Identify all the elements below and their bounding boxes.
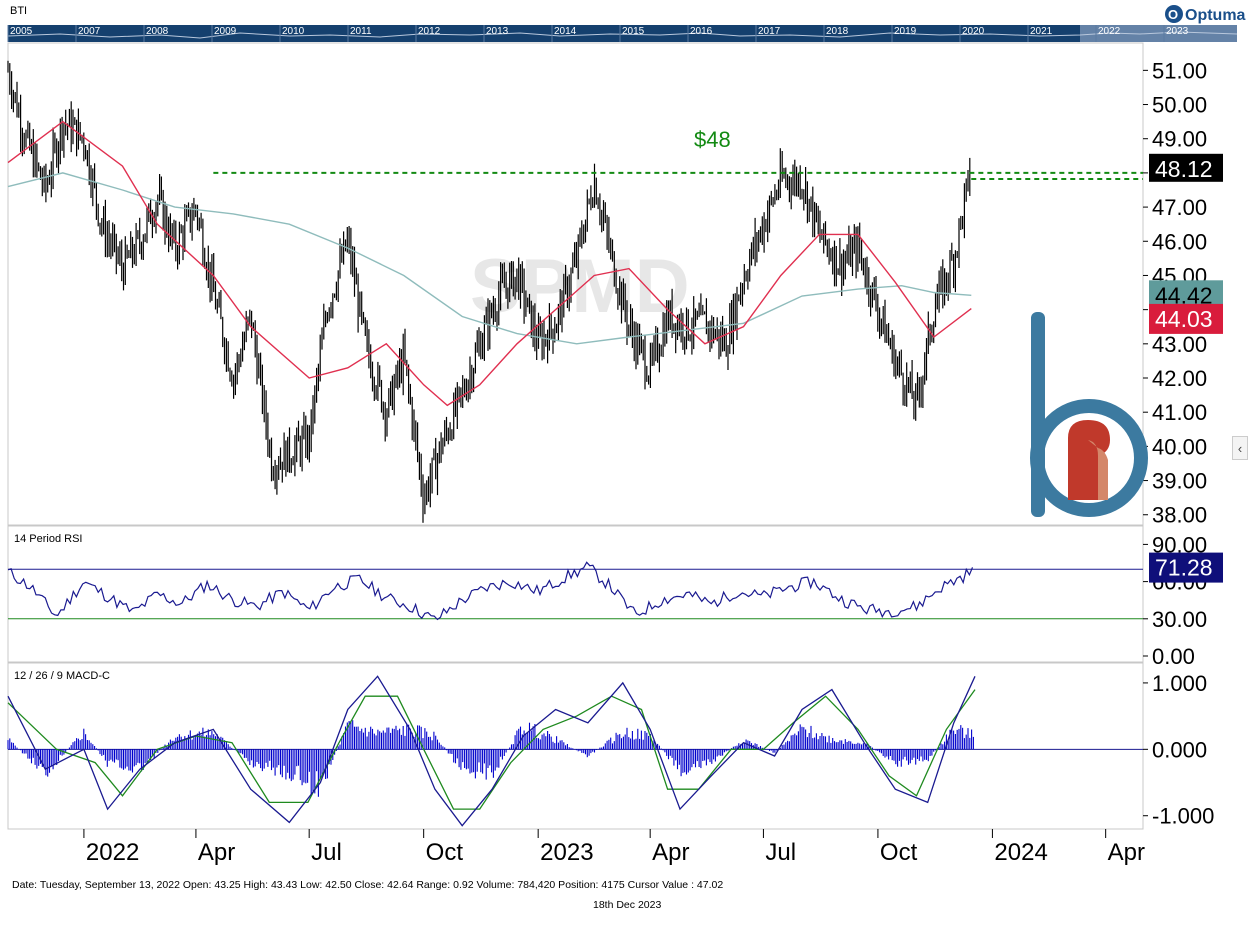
fast-moving-average-line <box>7 120 972 407</box>
overview-year-label: 2020 <box>962 26 985 37</box>
rsi-title: 14 Period RSI <box>14 533 82 545</box>
overview-year-label: 2014 <box>554 26 577 37</box>
overview-year-label: 2008 <box>146 26 169 37</box>
overview-year-label: 2011 <box>350 26 372 37</box>
price-axis-label: 50.00 <box>1152 93 1207 118</box>
optuma-logo: O Optuma <box>1165 5 1246 24</box>
overview-year-label: 2017 <box>758 26 781 37</box>
date-axis-label: Jul <box>311 839 342 866</box>
brand-b-logo <box>1030 312 1148 517</box>
resistance-annotation: $48 <box>694 127 731 152</box>
svg-text:48.12: 48.12 <box>1155 156 1213 182</box>
macd-axis-label: 0.000 <box>1152 737 1207 762</box>
slow-moving-average-line <box>7 172 972 345</box>
date-axis-label: Apr <box>652 839 689 866</box>
macd-axis-label: -1.000 <box>1152 804 1214 829</box>
price-axis: 38.0039.0040.0041.0042.0043.0044.0045.00… <box>1143 58 1207 528</box>
price-axis-label: 51.00 <box>1152 58 1207 83</box>
date-axis-label: 2023 <box>540 839 593 866</box>
overview-strip[interactable]: 2005 2007 2008 2009 2010 2011 2012 2013 2014 2015… <box>7 25 1238 42</box>
overview-year-label: 2010 <box>282 26 305 37</box>
overview-year-label: 2023 <box>1166 26 1189 37</box>
price-axis-label: 47.00 <box>1152 195 1207 220</box>
overview-year-label: 2013 <box>486 26 509 37</box>
price-axis-label: 40.00 <box>1152 434 1207 459</box>
price-axis-label: 49.00 <box>1152 127 1207 152</box>
macd-title: 12 / 26 / 9 MACD-C <box>14 670 110 682</box>
price-axis-label: 42.00 <box>1152 366 1207 391</box>
svg-text:O: O <box>1168 7 1178 22</box>
overview-year-label: 2005 <box>10 26 33 37</box>
date-axis-label: 2022 <box>86 839 139 866</box>
symbol-label: BTI <box>10 5 27 17</box>
collapse-panel-button[interactable]: ‹ <box>1232 436 1248 460</box>
overview-year-label: 2021 <box>1030 26 1053 37</box>
status-line: Date: Tuesday, September 13, 2022 Open: … <box>12 879 723 891</box>
watermark: SPMD <box>470 244 690 329</box>
rsi-value-label: 71.28 <box>1149 552 1223 583</box>
date-axis-label: 2024 <box>994 839 1047 866</box>
price-axis-label: 43.00 <box>1152 332 1207 357</box>
macd-axis: 1.000 0.000 -1.000 <box>1143 671 1214 829</box>
overview-year-label: 2012 <box>418 26 441 37</box>
overview-year-label: 2015 <box>622 26 645 37</box>
macd-axis-label: 1.000 <box>1152 671 1207 696</box>
date-axis-label: Jul <box>765 839 796 866</box>
rsi-axis-label: 30.00 <box>1152 607 1207 632</box>
overview-year-label: 2007 <box>78 26 101 37</box>
overview-price-line <box>7 31 1238 39</box>
date-axis-label: Apr <box>1108 839 1145 866</box>
svg-text:71.28: 71.28 <box>1155 555 1213 581</box>
overview-year-label: 2022 <box>1098 26 1121 37</box>
brand-label: Optuma <box>1185 7 1246 24</box>
price-axis-label: 38.00 <box>1152 503 1207 528</box>
date-axis: 2022 Apr Jul Oct 2023 Apr Jul Oct 2024 Apr <box>83 829 1145 866</box>
rsi-line <box>7 561 974 621</box>
overview-year-label: 2016 <box>690 26 713 37</box>
price-axis-label: 46.00 <box>1152 229 1207 254</box>
price-axis-label: 41.00 <box>1152 400 1207 425</box>
overview-year-label: 2018 <box>826 26 849 37</box>
price-axis-label: 39.00 <box>1152 469 1207 494</box>
last-price-label: 48.12 <box>1149 153 1223 182</box>
macd-panel[interactable] <box>7 662 1144 830</box>
macd-line <box>7 675 976 827</box>
svg-text:44.03: 44.03 <box>1155 306 1213 332</box>
overview-year-label: 2009 <box>214 26 237 37</box>
date-axis-label: Oct <box>426 839 464 866</box>
overview-year-label: 2019 <box>894 26 917 37</box>
rsi-panel[interactable] <box>7 525 1144 663</box>
date-axis-label: Oct <box>880 839 918 866</box>
fast-ma-value-label: 44.03 <box>1149 303 1223 334</box>
date-axis-label: Apr <box>198 839 235 866</box>
macd-histogram <box>7 720 974 797</box>
rsi-axis-label: 0.00 <box>1152 644 1195 669</box>
footer-date: 18th Dec 2023 <box>593 899 661 911</box>
